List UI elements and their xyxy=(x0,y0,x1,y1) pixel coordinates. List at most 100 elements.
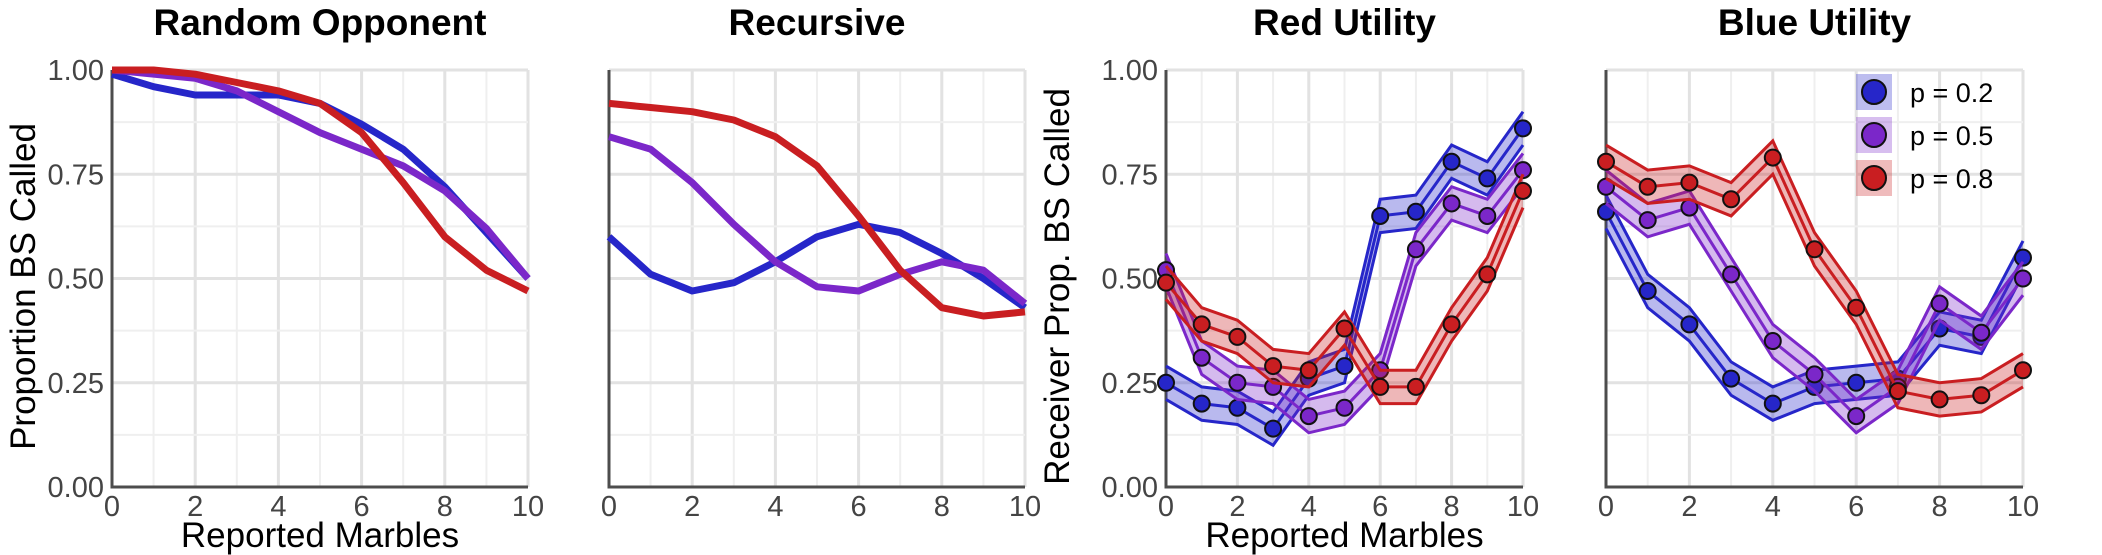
data-point xyxy=(1478,265,1497,284)
series-line xyxy=(111,66,531,281)
data-point xyxy=(1478,169,1497,188)
y-tick-label: 0.50 xyxy=(48,264,104,296)
confidence-band xyxy=(1606,170,2023,433)
x-tick-label: 8 xyxy=(934,491,950,523)
data-point xyxy=(1157,273,1175,292)
panel-title: Blue Utility xyxy=(1718,2,1912,43)
data-point xyxy=(2014,248,2032,267)
band-upper-edge xyxy=(1164,152,1525,402)
data-point xyxy=(1763,332,1782,351)
panel-0: Random Opponent 0 2 4 6 8 10 0.00 0.25 0.50 0.75 1.… xyxy=(4,2,544,555)
data-point xyxy=(1972,386,1991,405)
legend: p = 0.2 p = 0.5 p = 0.8 xyxy=(1856,74,1993,196)
data-point xyxy=(1638,211,1657,230)
data-point xyxy=(1228,398,1247,417)
data-point xyxy=(1638,177,1657,196)
x-tick-label: 0 xyxy=(104,491,120,523)
x-tick-label: 10 xyxy=(1009,491,1041,523)
series-2 xyxy=(1597,138,2032,418)
data-point xyxy=(1805,240,1824,259)
panel-2: Red Utility 0 2 4 6 8 10 0.00 0.25 0.50 0.75 1.00 Re… xyxy=(1038,2,1539,555)
y-tick-label: 0.75 xyxy=(1102,159,1158,191)
band-upper-edge xyxy=(1605,168,2025,402)
data-point xyxy=(1888,382,1907,401)
panel-1: Recursive 0 2 4 6 8 10 xyxy=(601,2,1041,523)
x-axis-label: Reported Marbles xyxy=(181,516,459,555)
x-tick-label: 4 xyxy=(1301,491,1317,523)
x-tick-label: 10 xyxy=(512,491,544,523)
data-point xyxy=(1763,394,1782,413)
panel-title: Red Utility xyxy=(1253,2,1436,43)
x-tick-label: 4 xyxy=(767,491,783,523)
x-tick-label: 2 xyxy=(1229,491,1245,523)
band-lower-edge xyxy=(1604,227,2025,422)
x-tick-label: 6 xyxy=(1372,491,1388,523)
data-point xyxy=(1680,315,1699,334)
data-point xyxy=(1847,298,1866,317)
confidence-band xyxy=(1166,111,1523,446)
data-point xyxy=(1680,173,1699,192)
legend-label: p = 0.5 xyxy=(1910,121,1993,151)
series-line xyxy=(608,99,1026,320)
data-point xyxy=(1847,373,1866,392)
data-point xyxy=(1192,394,1211,413)
data-point xyxy=(1264,419,1283,438)
legend-label: p = 0.2 xyxy=(1910,78,1993,108)
data-point xyxy=(1847,407,1866,426)
band-upper-edge xyxy=(1164,173,1525,372)
x-tick-label: 4 xyxy=(270,491,286,523)
legend-label: p = 0.8 xyxy=(1910,164,1993,194)
x-axis-label: Reported Marbles xyxy=(1205,516,1483,555)
x-tick-label: 10 xyxy=(1507,491,1539,523)
y-tick-label: 0.00 xyxy=(1102,472,1158,504)
data-point xyxy=(1406,377,1425,396)
data-point xyxy=(1638,282,1657,301)
data-point xyxy=(1722,369,1741,388)
data-point xyxy=(1478,206,1497,225)
band-lower-edge xyxy=(1605,202,2025,435)
legend-marker xyxy=(1861,122,1887,148)
data-point xyxy=(1442,315,1461,334)
series-2 xyxy=(1157,173,1532,406)
y-tick-label: 0.50 xyxy=(1102,264,1158,296)
series-1 xyxy=(607,133,1028,307)
data-point xyxy=(1371,377,1390,396)
y-tick-label: 1.00 xyxy=(1102,55,1158,87)
y-tick-label: 0.75 xyxy=(48,159,104,191)
y-tick-label: 0.00 xyxy=(48,472,104,504)
data-point xyxy=(1763,148,1782,167)
data-point xyxy=(1299,407,1318,426)
data-point xyxy=(1371,206,1390,225)
data-point xyxy=(1514,119,1532,138)
data-point xyxy=(1514,161,1532,180)
x-tick-label: 8 xyxy=(1932,491,1948,523)
data-point xyxy=(1335,319,1354,338)
data-point xyxy=(1442,152,1461,171)
x-tick-label: 0 xyxy=(1598,491,1614,523)
data-point xyxy=(1972,323,1991,342)
data-point xyxy=(1228,373,1247,392)
data-point xyxy=(1228,327,1247,346)
y-axis-label: Proportion BS Called xyxy=(4,123,43,450)
confidence-band xyxy=(1166,153,1523,433)
x-tick-label: 6 xyxy=(354,491,370,523)
data-point xyxy=(1722,265,1741,284)
band-lower-edge xyxy=(1164,185,1525,435)
y-tick-label: 0.25 xyxy=(48,368,104,400)
data-point xyxy=(1514,181,1532,200)
series-1 xyxy=(111,66,531,281)
x-tick-label: 10 xyxy=(2007,491,2039,523)
band-lower-edge xyxy=(1165,144,1525,448)
legend-marker xyxy=(1861,165,1887,191)
x-tick-label: 6 xyxy=(851,491,867,523)
x-tick-label: 0 xyxy=(601,491,617,523)
data-point xyxy=(1406,202,1425,221)
data-point xyxy=(2014,361,2032,380)
data-point xyxy=(1192,348,1211,367)
panel-title: Recursive xyxy=(729,2,906,43)
x-tick-label: 6 xyxy=(1848,491,1864,523)
band-lower-edge xyxy=(1605,171,2024,418)
panel-title: Random Opponent xyxy=(154,2,487,43)
legend-marker xyxy=(1861,79,1887,105)
